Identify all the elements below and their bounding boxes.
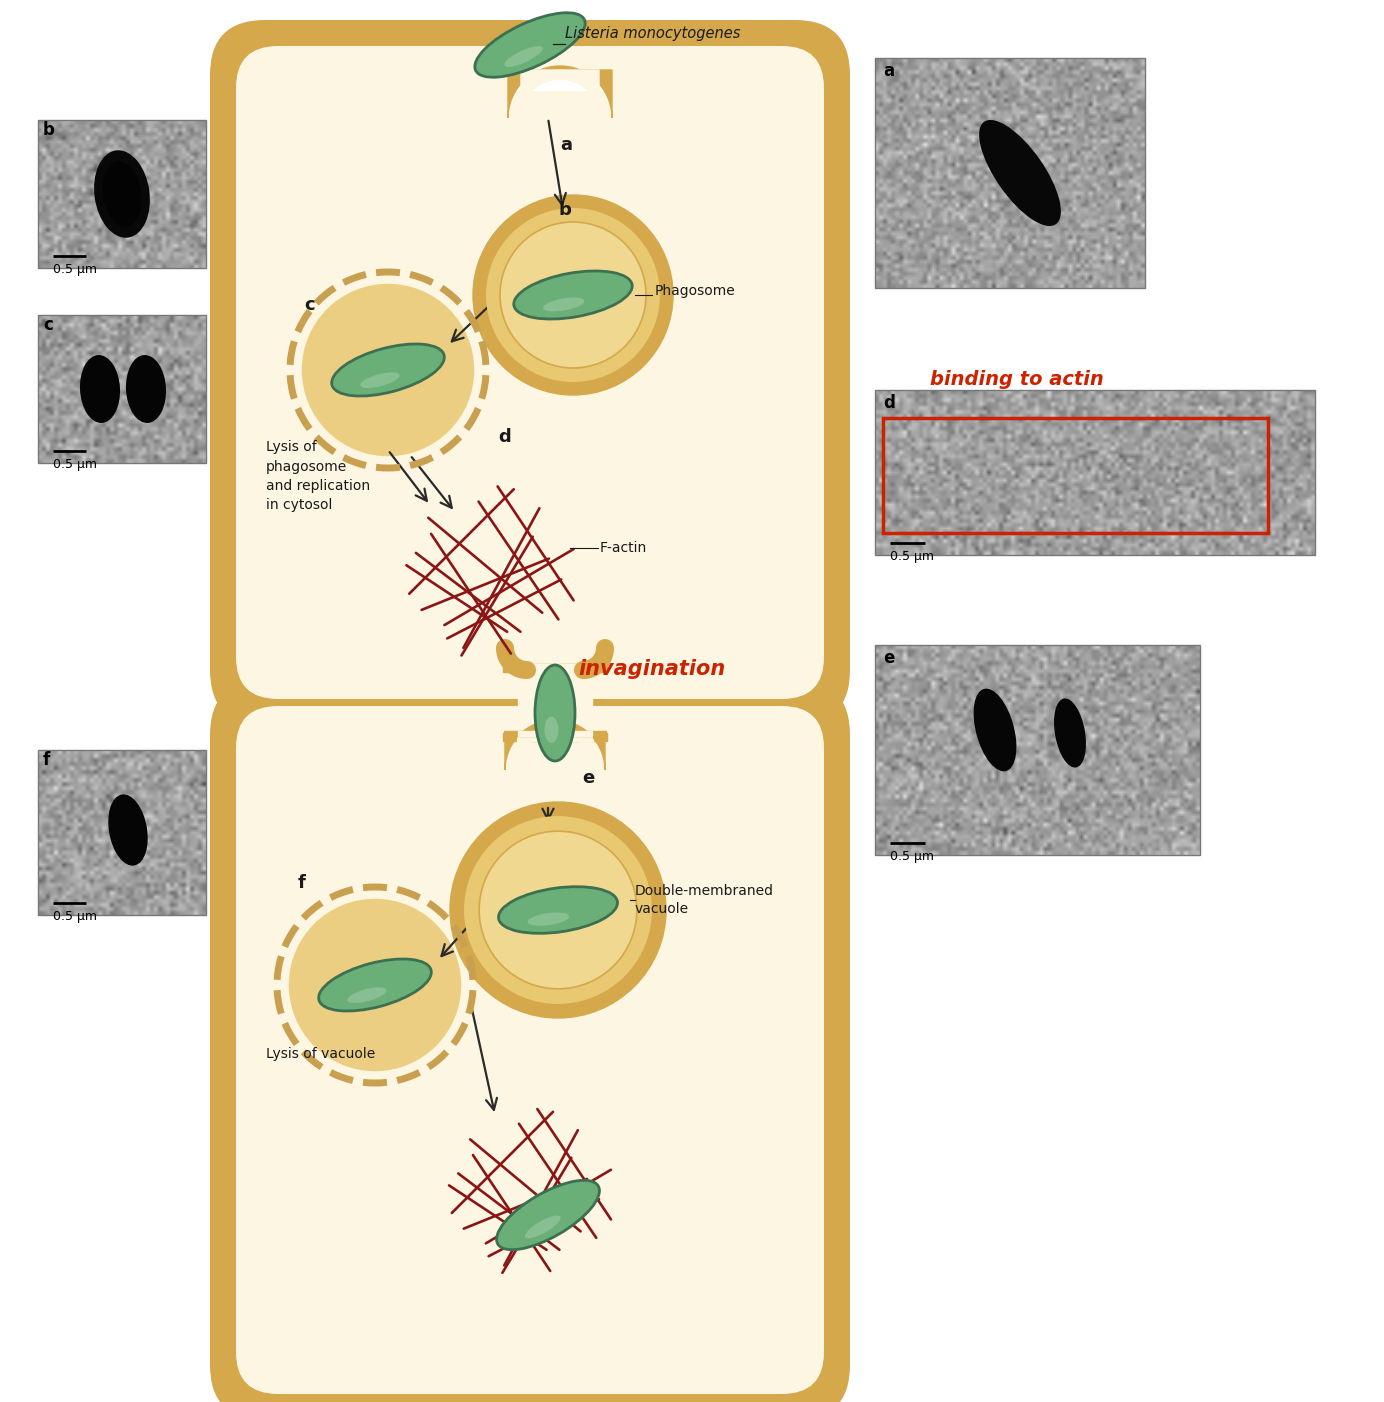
Polygon shape	[504, 730, 606, 736]
Text: 0.5 μm: 0.5 μm	[890, 850, 934, 864]
Ellipse shape	[544, 716, 558, 743]
Polygon shape	[518, 733, 592, 770]
Ellipse shape	[536, 665, 574, 761]
Circle shape	[500, 222, 646, 367]
Polygon shape	[505, 721, 605, 770]
Ellipse shape	[513, 271, 632, 320]
Text: d: d	[498, 428, 511, 446]
Ellipse shape	[498, 886, 617, 934]
Bar	[875, 390, 1315, 555]
Text: 0.5 μm: 0.5 μm	[53, 264, 97, 276]
Text: 0.5 μm: 0.5 μm	[53, 458, 97, 471]
Bar	[883, 418, 1268, 533]
Circle shape	[464, 816, 652, 1004]
Ellipse shape	[126, 355, 166, 423]
Text: d: d	[883, 394, 895, 412]
Polygon shape	[505, 665, 605, 740]
Text: e: e	[583, 770, 594, 787]
Bar	[37, 750, 206, 916]
Ellipse shape	[973, 688, 1016, 771]
Text: Lysis of
phagosome
and replication
in cytosol: Lysis of phagosome and replication in cy…	[266, 440, 370, 513]
Bar	[508, 70, 612, 91]
FancyBboxPatch shape	[210, 20, 850, 725]
Circle shape	[473, 195, 673, 395]
Circle shape	[479, 831, 637, 988]
Ellipse shape	[543, 297, 584, 311]
Polygon shape	[508, 66, 612, 118]
Bar	[37, 121, 206, 268]
Polygon shape	[502, 733, 608, 742]
Ellipse shape	[108, 795, 148, 865]
Text: f: f	[298, 873, 306, 892]
Ellipse shape	[360, 373, 400, 388]
Circle shape	[450, 802, 666, 1018]
Text: b: b	[43, 121, 55, 139]
Ellipse shape	[332, 343, 444, 395]
Ellipse shape	[94, 150, 149, 238]
Ellipse shape	[347, 987, 386, 1002]
Ellipse shape	[525, 1216, 561, 1238]
Text: Lysis of vacuole: Lysis of vacuole	[266, 1047, 375, 1061]
Ellipse shape	[102, 161, 141, 227]
Ellipse shape	[80, 355, 120, 423]
FancyBboxPatch shape	[210, 680, 850, 1402]
Ellipse shape	[497, 1180, 599, 1249]
Text: Double-membraned
vacuole: Double-membraned vacuole	[635, 883, 774, 916]
Polygon shape	[518, 732, 592, 742]
Text: Listeria monocytogenes: Listeria monocytogenes	[565, 27, 740, 41]
Text: a: a	[561, 136, 572, 154]
Polygon shape	[518, 665, 592, 740]
Bar	[37, 315, 206, 463]
FancyBboxPatch shape	[237, 707, 823, 1394]
Ellipse shape	[527, 913, 569, 925]
Polygon shape	[520, 70, 599, 118]
Circle shape	[289, 899, 461, 1071]
Text: F-actin: F-actin	[601, 541, 648, 555]
Text: b: b	[558, 200, 570, 219]
Circle shape	[486, 207, 660, 381]
Polygon shape	[518, 730, 592, 736]
Text: 0.5 μm: 0.5 μm	[890, 550, 934, 564]
Ellipse shape	[504, 46, 543, 67]
Ellipse shape	[1055, 698, 1086, 767]
Text: binding to actin: binding to actin	[930, 370, 1104, 388]
Bar	[875, 645, 1200, 855]
Text: c: c	[43, 315, 53, 334]
Text: c: c	[304, 296, 314, 314]
Text: Phagosome: Phagosome	[655, 285, 736, 299]
Text: a: a	[883, 62, 894, 80]
Text: e: e	[883, 649, 894, 667]
Bar	[520, 70, 599, 91]
FancyBboxPatch shape	[237, 46, 823, 700]
Ellipse shape	[318, 959, 432, 1011]
Text: f: f	[43, 751, 50, 770]
Bar	[875, 57, 1145, 287]
Ellipse shape	[475, 13, 585, 77]
Circle shape	[302, 283, 475, 456]
Text: 0.5 μm: 0.5 μm	[53, 910, 97, 923]
Polygon shape	[518, 665, 592, 673]
Text: invagination: invagination	[579, 659, 725, 679]
Polygon shape	[502, 665, 608, 672]
Ellipse shape	[978, 121, 1062, 226]
